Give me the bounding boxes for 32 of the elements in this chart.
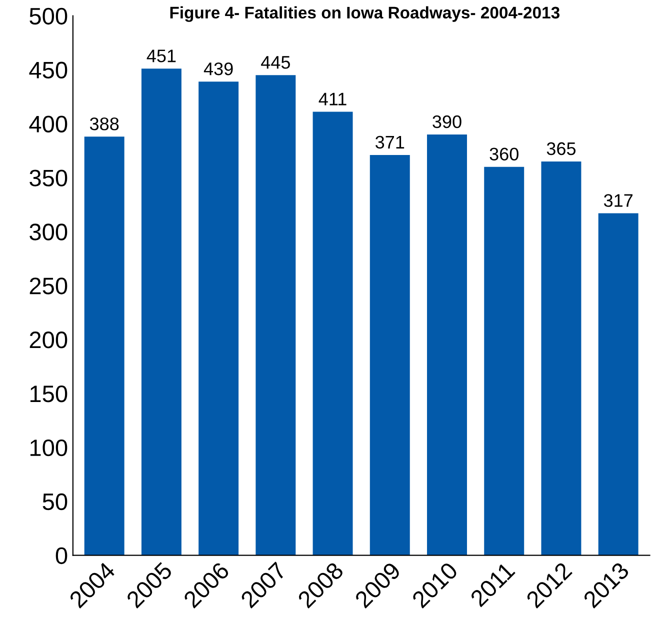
data-label: 445 — [261, 56, 290, 69]
data-label: 411 — [318, 92, 346, 106]
y-tick-label: 50 — [42, 493, 68, 510]
bar — [598, 213, 638, 556]
bar — [427, 134, 467, 556]
y-tick-label: 100 — [30, 439, 68, 456]
data-label: 390 — [432, 115, 462, 128]
bar — [84, 136, 124, 556]
y-tick-label: 150 — [30, 385, 68, 402]
y-tick-label: 250 — [30, 278, 68, 294]
data-label: 451 — [146, 50, 176, 62]
y-tick-label: 450 — [29, 62, 68, 79]
data-label: 388 — [90, 117, 119, 130]
y-tick-label: 300 — [30, 224, 68, 240]
bar — [198, 82, 239, 556]
y-tick-label: 400 — [29, 116, 68, 132]
bar — [484, 166, 524, 556]
y-tick-label: 500 — [30, 8, 68, 25]
data-label: 365 — [546, 142, 576, 156]
y-tick-label: 200 — [30, 332, 68, 348]
data-label: 439 — [204, 62, 233, 76]
data-label: 360 — [490, 148, 518, 160]
bar — [370, 154, 410, 556]
y-tick-label: 0 — [56, 547, 68, 564]
bar — [312, 112, 353, 556]
bar — [141, 68, 182, 556]
data-label: 317 — [604, 194, 632, 207]
chart-title: Figure 4- Fatalities on Iowa Roadways- 2004-2013 — [170, 6, 560, 22]
data-label: 371 — [376, 136, 404, 149]
bar — [256, 75, 296, 556]
y-tick-label: 350 — [30, 170, 68, 186]
bar — [541, 161, 582, 556]
